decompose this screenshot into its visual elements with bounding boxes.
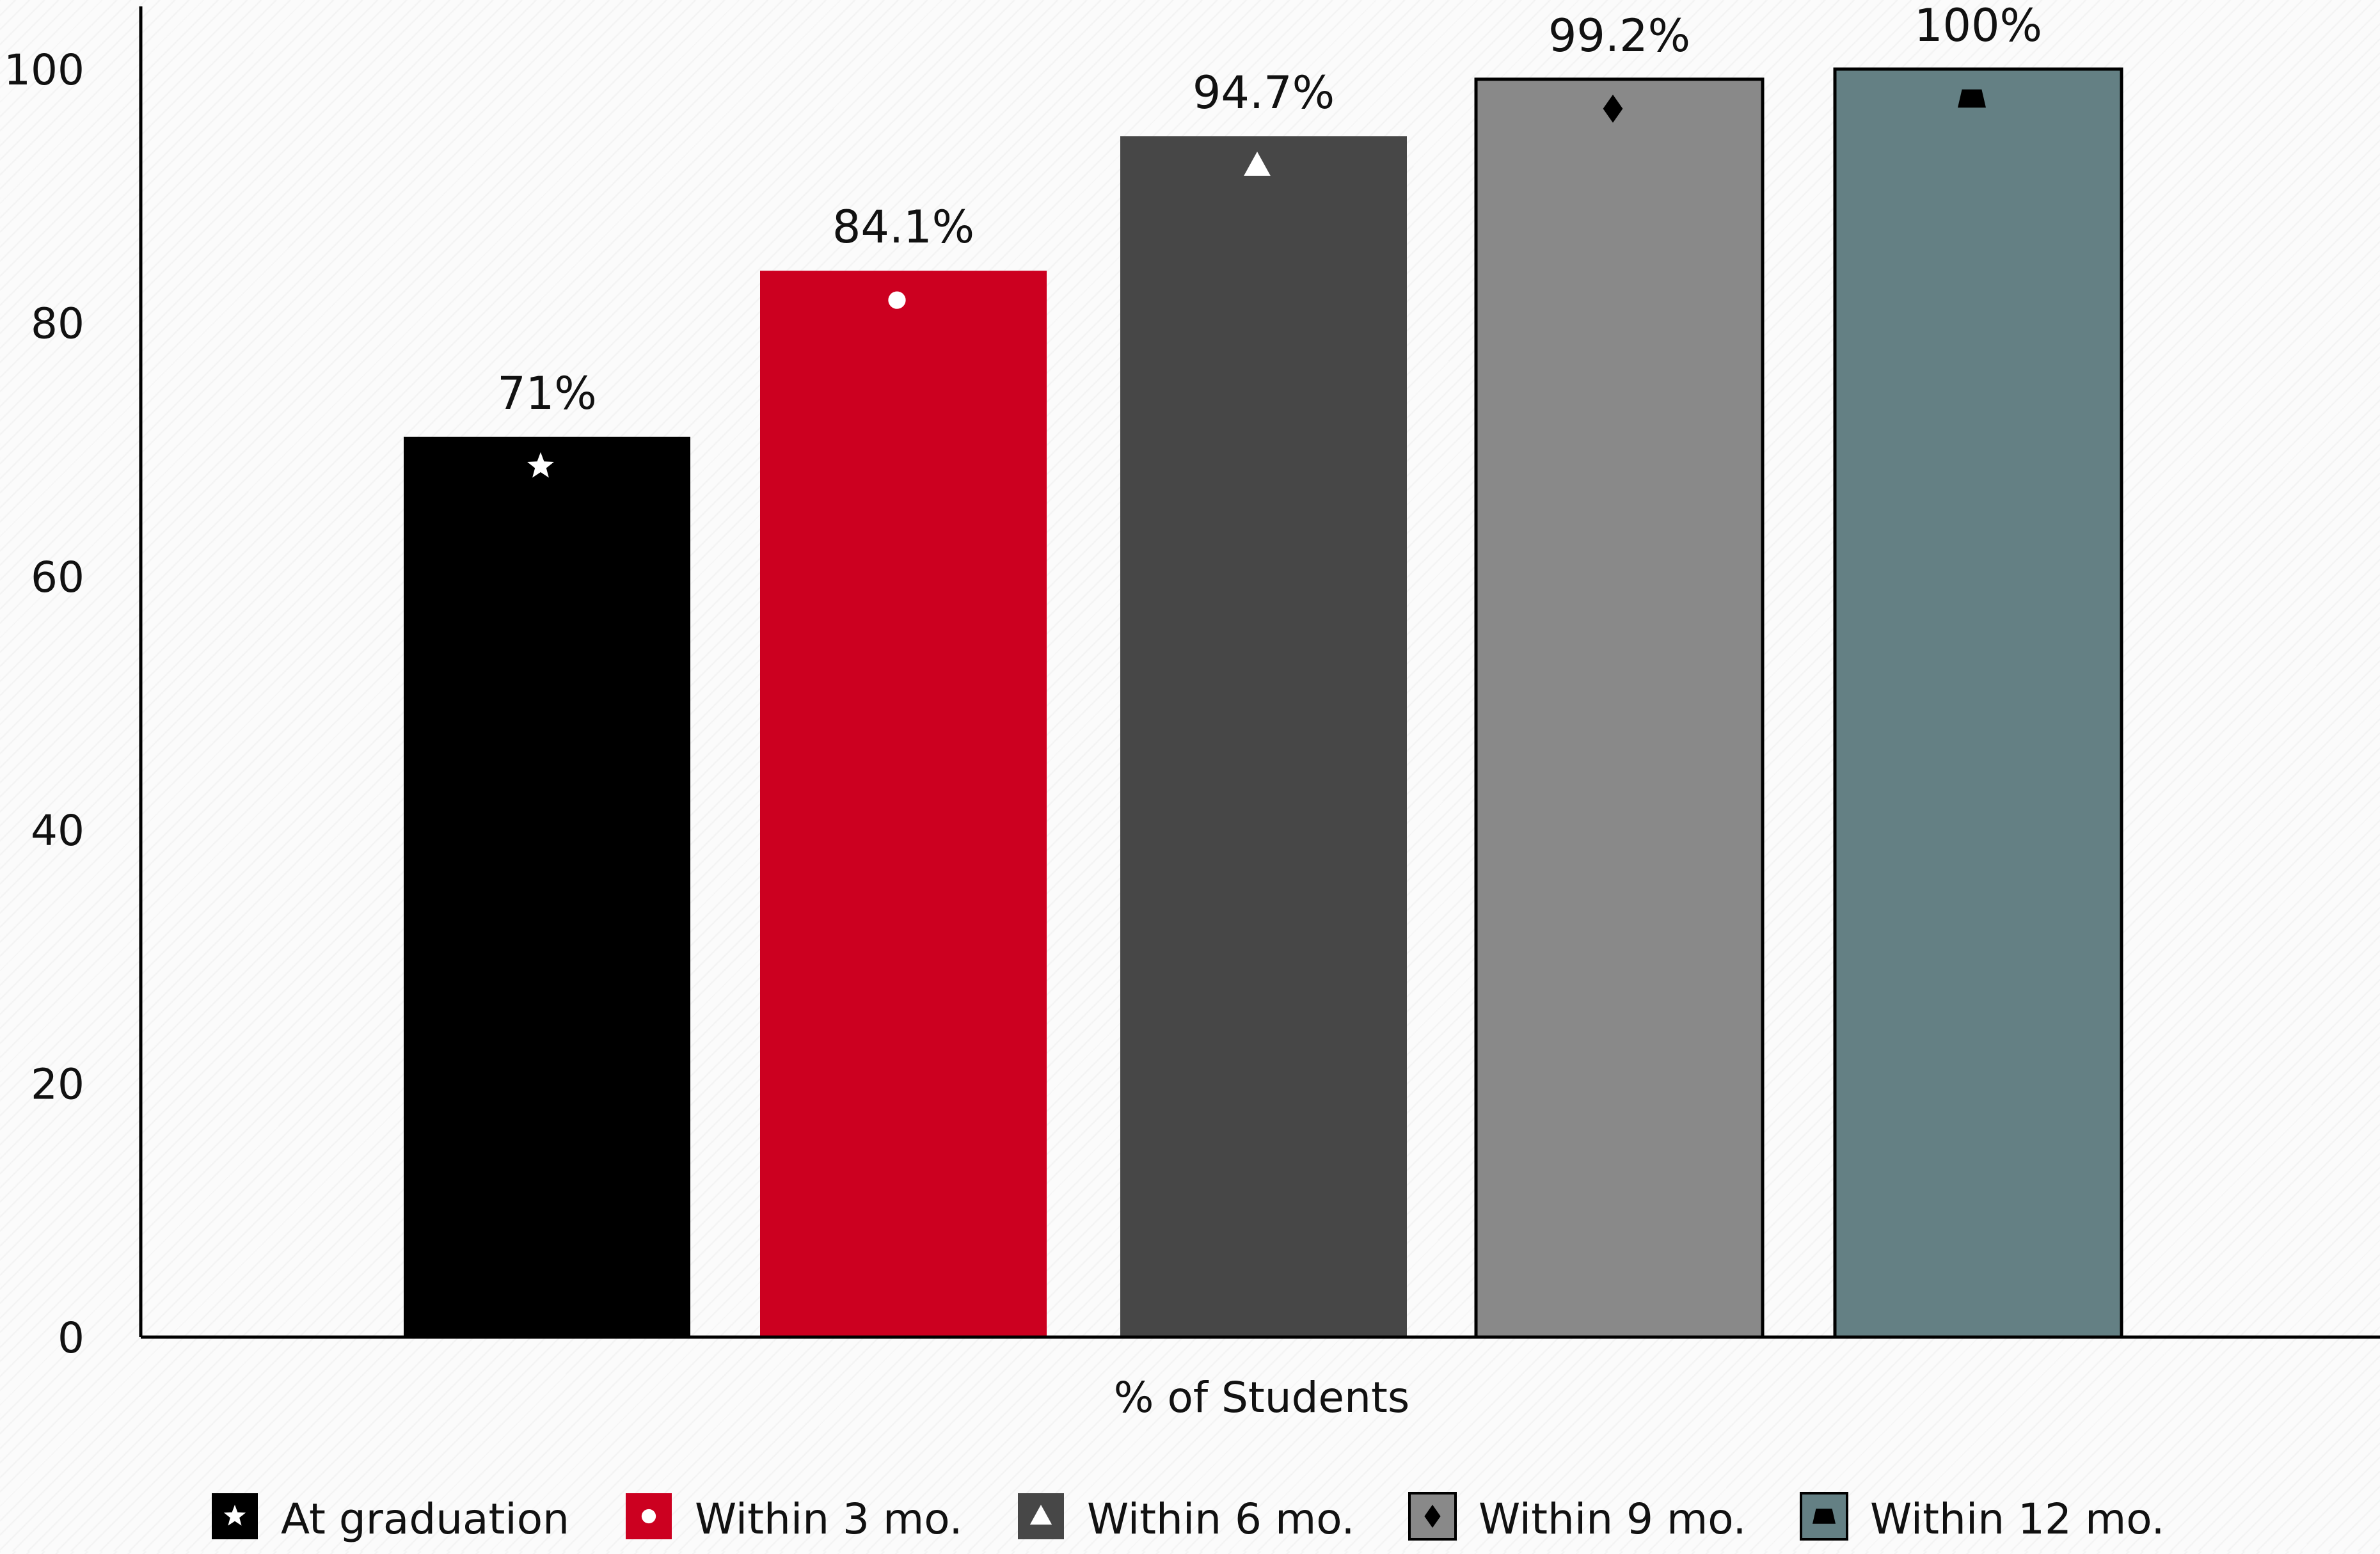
legend-triangle-icon	[1029, 1505, 1052, 1525]
bar-within-6-mo	[1120, 136, 1407, 1337]
legend-label: Within 3 mo.	[695, 1495, 962, 1544]
x-axis-label: % of Students	[1114, 1373, 1409, 1422]
bar-marker-triangle-icon	[1244, 152, 1271, 176]
data-label: 84.1%	[832, 201, 974, 253]
bar-marker-trapezoid-icon	[1958, 89, 1986, 108]
bar-within-12-mo	[1833, 67, 2123, 1339]
data-label: 99.2%	[1548, 10, 1690, 62]
legend-circle-icon	[641, 1509, 656, 1524]
y-tick-label: 20	[31, 1060, 84, 1109]
markers-layer	[527, 89, 1986, 478]
legend-label: Within 12 mo.	[1870, 1495, 2164, 1544]
bar-marker-diamond-icon	[1603, 94, 1623, 123]
data-labels-layer: 71% 84.1% 94.7% 99.2% 100%	[497, 0, 2042, 420]
legend-swatch	[1408, 1492, 1457, 1541]
y-tick-label: 60	[31, 553, 84, 602]
legend-label: Within 6 mo.	[1087, 1495, 1354, 1544]
axes-layer	[139, 6, 2380, 1339]
y-tick-label: 40	[31, 806, 84, 855]
y-tick-label: 80	[31, 299, 84, 348]
legend-star-icon	[223, 1505, 246, 1526]
y-tick-label: 100	[4, 45, 84, 95]
legend: At graduation Within 3 mo. Within 6 mo. Wit…	[212, 1492, 2164, 1544]
bar-marker-circle-icon	[888, 291, 906, 309]
bar-marker-star-icon	[527, 452, 554, 478]
y-tick-label: 0	[58, 1313, 84, 1363]
bar-at-graduation	[404, 436, 690, 1337]
legend-label: At graduation	[281, 1495, 569, 1544]
legend-trapezoid-icon	[1813, 1509, 1836, 1524]
data-label: 71%	[497, 367, 597, 420]
data-label: 100%	[1914, 0, 2042, 52]
legend-label: Within 9 mo.	[1479, 1495, 1746, 1544]
bar-within-3-mo	[760, 271, 1047, 1338]
legend-diamond-icon	[1424, 1505, 1441, 1528]
bar-within-9-mo	[1474, 77, 1765, 1339]
bars-layer	[404, 67, 2123, 1339]
data-label: 94.7%	[1193, 67, 1335, 119]
y-ticks-layer: 0 20 40 60 80 100	[4, 45, 84, 1363]
